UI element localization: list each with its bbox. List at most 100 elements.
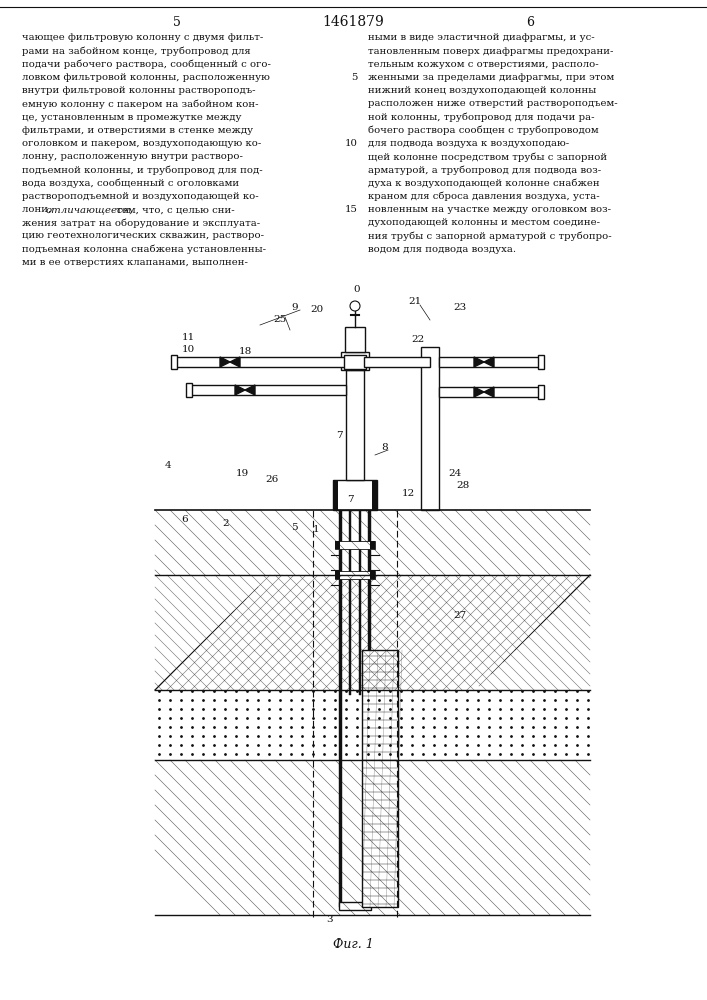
Text: 7: 7 xyxy=(346,495,354,504)
Bar xyxy=(341,352,369,370)
Text: тельным кожухом с отверстиями, располо-: тельным кожухом с отверстиями, располо- xyxy=(368,60,599,69)
Bar xyxy=(538,355,544,369)
Text: 5: 5 xyxy=(291,524,298,532)
Text: 15: 15 xyxy=(345,205,358,214)
Text: внутри фильтровой колонны раствороподъ-: внутри фильтровой колонны раствороподъ- xyxy=(22,86,255,95)
Text: чающее фильтровую колонну с двумя фильт-: чающее фильтровую колонну с двумя фильт- xyxy=(22,33,263,42)
Text: бочего раствора сообщен с трубопроводом: бочего раствора сообщен с трубопроводом xyxy=(368,126,599,135)
Text: емную колонну с пакером на забойном кон-: емную колонну с пакером на забойном кон- xyxy=(22,99,259,109)
Text: 22: 22 xyxy=(411,336,425,344)
Text: 1: 1 xyxy=(312,526,320,534)
Polygon shape xyxy=(245,385,255,395)
Bar xyxy=(335,541,340,549)
Text: тановленным поверх диафрагмы предохрани-: тановленным поверх диафрагмы предохрани- xyxy=(368,47,614,56)
Text: ния трубы с запорной арматурой с трубопро-: ния трубы с запорной арматурой с трубопр… xyxy=(368,231,612,241)
Bar xyxy=(362,650,398,907)
Text: 9: 9 xyxy=(292,302,298,312)
Text: новленным на участке между оголовком воз-: новленным на участке между оголовком воз… xyxy=(368,205,611,214)
Text: оголовком и пакером, воздухоподающую ко-: оголовком и пакером, воздухоподающую ко- xyxy=(22,139,262,148)
Polygon shape xyxy=(235,385,245,395)
Text: подъемной колонны, и трубопровод для под-: подъемной колонны, и трубопровод для под… xyxy=(22,165,262,175)
Text: подъемная колонна снабжена установленны-: подъемная колонна снабжена установленны- xyxy=(22,244,266,254)
Text: 4: 4 xyxy=(165,460,171,470)
Text: 21: 21 xyxy=(409,298,421,306)
Bar xyxy=(370,541,375,549)
Text: рами на забойном конце, трубопровод для: рами на забойном конце, трубопровод для xyxy=(22,46,250,56)
Bar xyxy=(171,355,177,369)
Text: 10: 10 xyxy=(345,139,358,148)
Polygon shape xyxy=(484,387,494,397)
Bar xyxy=(368,510,371,907)
Text: расположен ниже отверстий раствороподъем-: расположен ниже отверстий раствороподъем… xyxy=(368,100,618,108)
Bar xyxy=(339,902,371,910)
Text: 19: 19 xyxy=(235,468,249,478)
Text: женными за пределами диафрагмы, при этом: женными за пределами диафрагмы, при этом xyxy=(368,73,614,82)
Text: 20: 20 xyxy=(310,306,324,314)
Text: ными в виде эластичной диафрагмы, и ус-: ными в виде эластичной диафрагмы, и ус- xyxy=(368,33,595,42)
Text: 25: 25 xyxy=(274,316,286,324)
Text: фильтрами, и отверстиями в стенке между: фильтрами, и отверстиями в стенке между xyxy=(22,126,253,135)
Text: водом для подвода воздуха.: водом для подвода воздуха. xyxy=(368,245,516,254)
Text: тем, что, с целью сни-: тем, что, с целью сни- xyxy=(113,205,235,214)
Bar xyxy=(339,510,342,907)
Bar xyxy=(439,357,540,367)
Bar xyxy=(333,480,377,510)
Text: 8: 8 xyxy=(382,444,388,452)
Bar xyxy=(364,357,430,367)
Text: арматурой, а трубопровод для подвода воз-: арматурой, а трубопровод для подвода воз… xyxy=(368,165,601,175)
Text: 12: 12 xyxy=(402,488,414,497)
Text: 6: 6 xyxy=(526,15,534,28)
Text: це, установленным в промежутке между: це, установленным в промежутке между xyxy=(22,113,242,122)
Text: жения затрат на оборудование и эксплуата-: жения затрат на оборудование и эксплуата… xyxy=(22,218,260,228)
Text: цию геотехнологических скважин, растворо-: цию геотехнологических скважин, растворо… xyxy=(22,232,264,240)
Bar xyxy=(370,571,375,579)
Text: 7: 7 xyxy=(336,430,342,440)
Text: раствороподъемной и воздухоподающей ко-: раствороподъемной и воздухоподающей ко- xyxy=(22,192,259,201)
Text: 3: 3 xyxy=(327,916,333,924)
Bar xyxy=(421,347,439,510)
Text: 5: 5 xyxy=(173,15,181,28)
Bar xyxy=(344,355,366,369)
Bar xyxy=(346,370,364,480)
Text: 26: 26 xyxy=(265,476,279,485)
Text: для подвода воздуха к воздухоподаю-: для подвода воздуха к воздухоподаю- xyxy=(368,139,569,148)
Bar xyxy=(439,387,540,397)
Polygon shape xyxy=(474,387,484,397)
Text: 2: 2 xyxy=(223,520,229,528)
Text: лони,: лони, xyxy=(22,205,54,214)
Text: краном для сброса давления воздуха, уста-: краном для сброса давления воздуха, уста… xyxy=(368,192,600,201)
Text: 24: 24 xyxy=(448,468,462,478)
Polygon shape xyxy=(230,357,240,367)
Text: 11: 11 xyxy=(182,332,194,342)
Polygon shape xyxy=(474,357,484,367)
Bar xyxy=(345,327,365,352)
Bar xyxy=(335,541,375,549)
Text: 28: 28 xyxy=(457,481,469,489)
Text: 27: 27 xyxy=(453,610,467,619)
Text: ми в ее отверстиях клапанами, выполнен-: ми в ее отверстиях клапанами, выполнен- xyxy=(22,258,248,267)
Text: духоподающей колонны и местом соедине-: духоподающей колонны и местом соедине- xyxy=(368,218,600,227)
Text: духа к воздухоподающей колонне снабжен: духа к воздухоподающей колонне снабжен xyxy=(368,178,600,188)
Text: 1461879: 1461879 xyxy=(322,15,384,29)
Bar xyxy=(335,571,340,579)
Bar xyxy=(372,480,377,510)
Text: ловком фильтровой колонны, расположенную: ловком фильтровой колонны, расположенную xyxy=(22,73,270,82)
Text: 23: 23 xyxy=(453,302,467,312)
Bar xyxy=(349,430,351,695)
Text: щей колонне посредством трубы с запорной: щей колонне посредством трубы с запорной xyxy=(368,152,607,162)
Text: подачи рабочего раствора, сообщенный с ого-: подачи рабочего раствора, сообщенный с о… xyxy=(22,60,271,69)
Bar xyxy=(333,480,338,510)
Text: 18: 18 xyxy=(238,348,252,357)
Circle shape xyxy=(350,301,360,311)
Text: отличающееся,: отличающееся, xyxy=(46,205,134,214)
Text: ной колонны, трубопровод для подачи ра-: ной колонны, трубопровод для подачи ра- xyxy=(368,112,595,122)
Text: 5: 5 xyxy=(351,73,358,82)
Bar xyxy=(335,571,375,579)
Bar xyxy=(186,383,192,397)
Text: лонну, расположенную внутри растворо-: лонну, расположенную внутри растворо- xyxy=(22,152,243,161)
Polygon shape xyxy=(220,357,230,367)
Text: 6: 6 xyxy=(182,516,188,524)
Bar xyxy=(538,385,544,399)
Bar xyxy=(190,385,346,395)
Text: 10: 10 xyxy=(182,346,194,355)
